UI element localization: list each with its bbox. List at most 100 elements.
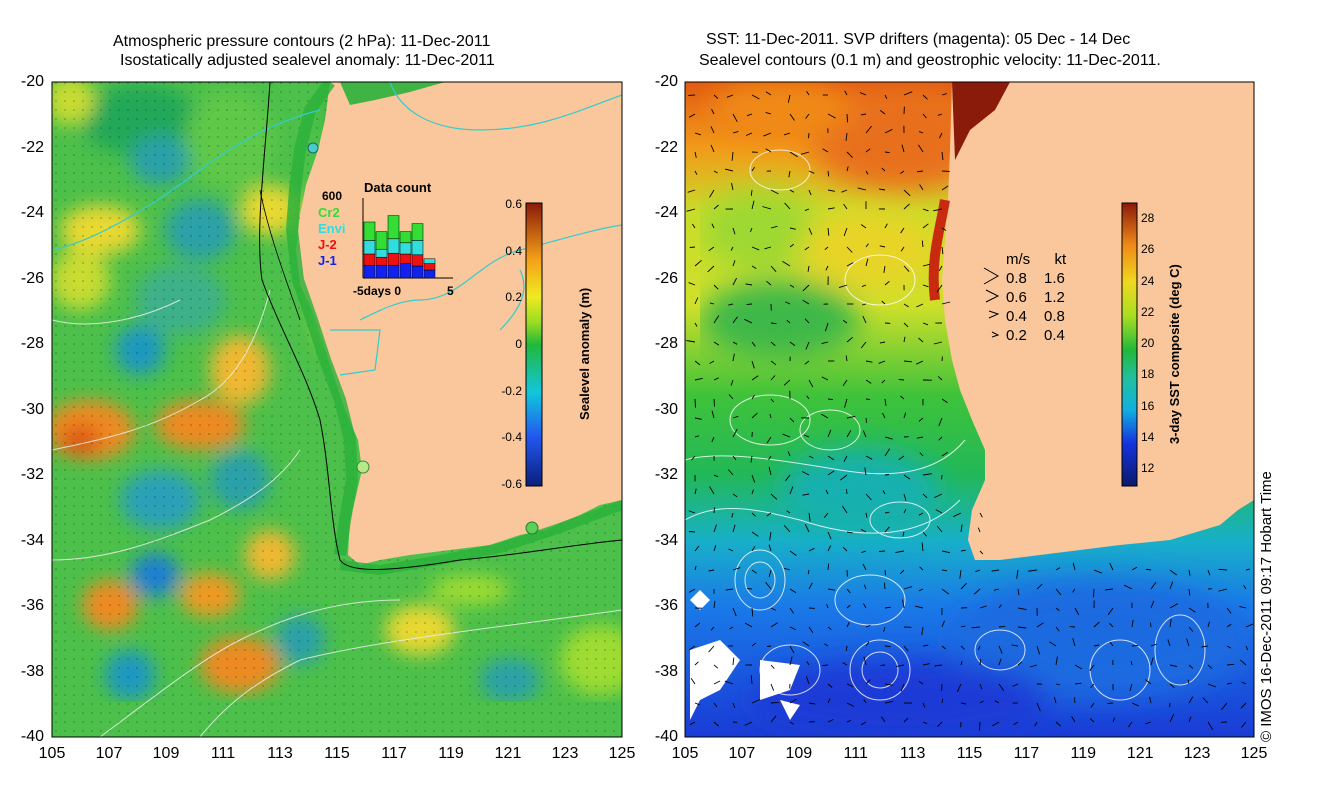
x-tick-label: 105 [671,745,699,762]
colorbar-tick-label: -0.6 [501,477,522,491]
x-tick-label: 119 [438,745,464,762]
colorbar-tick-label: -0.2 [501,383,522,398]
data-count-max: 600 [322,189,343,203]
x-tick-label: 109 [152,745,180,762]
y-tick-label: -22 [20,138,44,156]
data-count-chart [362,198,453,279]
left-map-frame [51,81,623,738]
colorbar-tick-label: 14 [1141,429,1155,444]
data-count-xlabel: -5days 0 [353,284,402,298]
x-tick-label: 115 [324,745,350,762]
x-tick-label: 125 [1240,745,1268,762]
data-count-bar-j2 [375,256,388,266]
y-tick-label: -22 [654,138,678,156]
colorbar-tick-label: 22 [1141,304,1155,319]
y-tick-label: -36 [20,597,44,614]
data-count-legend-item: J-2 [318,237,337,252]
data-count-bar-cr2 [411,223,424,241]
colorbar-tick-label: 26 [1141,242,1155,257]
left-title-line1: Atmospheric pressure contours (2 hPa): 1… [113,33,491,50]
data-count-bar-j1 [387,264,400,279]
velocity-header-ms: m/s [1006,251,1031,268]
y-tick-label: -30 [654,400,678,418]
colorbar-tick-label: 28 [1141,211,1155,225]
left-colorbar-label: Sealevel anomaly (m) [577,287,592,420]
data-count-legend-item: Envi [318,221,346,236]
colorbar-tick-label: -0.4 [501,430,522,445]
x-tick-label: 109 [785,745,813,762]
data-count-xlabel-right: 5 [447,284,454,298]
x-tick-label: 113 [267,745,293,762]
colorbar-tick-label: 18 [1141,367,1155,382]
left-map [52,82,622,737]
y-tick-label: -26 [20,269,44,287]
right-colorbar [1121,202,1138,487]
y-tick-label: -28 [654,335,678,352]
data-count-bar-cr2 [363,221,376,241]
right-title-line2: Sealevel contours (0.1 m) and geostrophi… [699,52,1161,69]
colorbar-tick-label: 0.2 [505,290,522,305]
data-count-bar-j1 [411,265,424,279]
x-tick-label: 123 [1183,745,1211,762]
colorbar-tick-label: 0.4 [505,243,522,258]
y-tick-label: -34 [20,531,44,549]
data-count-bar-envi [411,240,424,256]
velocity-legend-arrows [983,267,1000,338]
data-count-bar-envi [399,242,412,255]
colorbar-tick-label: 0.6 [505,197,522,211]
data-count-bar-cr2 [387,215,400,240]
data-count-bar-cr2 [399,231,412,244]
data-count-bar-envi [387,238,400,254]
velocity-legend: m/s kt 0.8 1.6 0.6 1.2 0.4 0.8 0.2 0.4 [1006,250,1066,345]
x-tick-label: 121 [1126,745,1154,762]
data-count-bar-j2 [423,263,436,271]
data-count-legend-item: Cr2 [318,205,340,220]
velocity-ms: 0.2 [1006,327,1027,344]
velocity-ms: 0.8 [1006,270,1027,287]
data-count-bar-j2 [411,254,424,267]
y-tick-label: -36 [654,597,678,614]
right-map [685,82,1254,737]
data-count-bar-j2 [399,253,412,264]
x-tick-label: 111 [210,745,236,762]
right-map-frame [684,81,1255,738]
velocity-legend-row: 0.8 1.6 [1006,269,1066,288]
data-count-bar-j1 [375,264,388,279]
right-title-line1: SST: 11-Dec-2011. SVP drifters (magenta)… [706,31,1131,48]
data-count-bar-envi [375,248,388,258]
y-tick-label: -34 [654,531,678,549]
x-tick-label: 105 [38,745,66,762]
x-tick-label: 107 [728,745,756,762]
velocity-kt: 1.2 [1044,289,1065,306]
colorbar-tick-label: 20 [1141,336,1155,350]
y-tick-label: -40 [20,728,44,745]
y-tick-label: -32 [20,466,44,483]
colorbar-tick-label: 12 [1141,461,1155,475]
data-count-bar-cr2 [375,231,388,250]
velocity-legend-row: 0.6 1.2 [1006,288,1066,307]
velocity-legend-row: 0.2 0.4 [1006,326,1066,345]
data-count-title: Data count [364,180,432,195]
data-count-bar-j2 [363,253,376,266]
data-count-bar-envi [363,240,376,255]
x-tick-label: 107 [95,745,123,762]
y-tick-label: -38 [20,662,44,680]
velocity-kt: 1.6 [1044,270,1065,287]
x-tick-label: 113 [899,745,926,762]
x-tick-label: 121 [494,745,522,762]
y-tick-label: -32 [654,466,678,483]
velocity-legend-row: 0.4 0.8 [1006,307,1066,326]
data-count-bar-j1 [363,264,376,279]
velocity-kt: 0.4 [1044,327,1065,344]
colorbar-tick-label: 16 [1141,398,1155,413]
data-count-bar-j1 [399,263,412,279]
y-tick-label: -24 [654,204,678,221]
colorbar-tick-label: 0 [515,337,522,351]
velocity-header-kt: kt [1054,251,1067,268]
y-tick-label: -26 [654,269,678,287]
y-tick-label: -28 [20,335,44,352]
left-title-line2: Isostatically adjusted sealevel anomaly:… [120,52,495,69]
x-tick-label: 123 [551,745,579,762]
y-tick-label: -38 [654,662,678,680]
